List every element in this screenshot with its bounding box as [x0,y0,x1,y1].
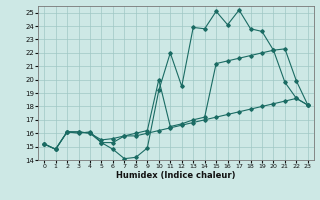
X-axis label: Humidex (Indice chaleur): Humidex (Indice chaleur) [116,171,236,180]
